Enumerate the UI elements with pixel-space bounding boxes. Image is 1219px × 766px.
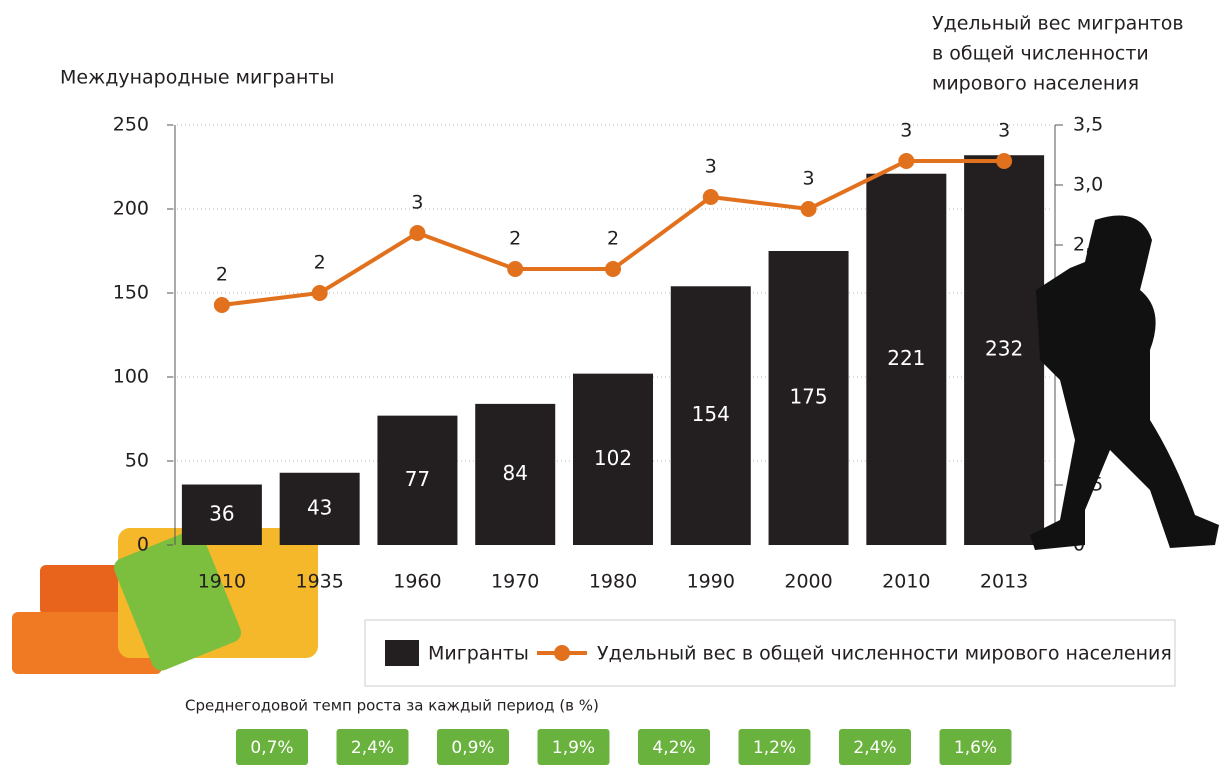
y2-tick-label: 3,5 [1073,114,1103,136]
suitcase [114,529,242,671]
point-label: 3 [705,156,717,178]
x-tick-label: 1980 [589,571,637,593]
line-point [507,261,524,277]
bar-label: 102 [594,446,632,470]
traveller [1030,215,1219,550]
point-label: 2 [607,228,619,250]
bar-label: 84 [502,461,527,485]
y2-axis-label: в общей численности [932,43,1149,65]
line-point [800,201,817,217]
legend-box [364,619,1176,687]
bar [768,251,849,545]
y-tick-label: 50 [125,450,149,472]
growth-box [738,729,811,765]
y2-axis-label: Удельный вес мигрантов [932,13,1184,35]
x-tick-label: 1960 [393,571,441,593]
bar [475,403,556,545]
bar [670,286,751,545]
point-label: 2 [216,264,228,286]
growth-box [939,729,1012,765]
y-tick-label: 0 [137,534,149,556]
bar-label: 43 [307,495,332,519]
line-point [213,297,230,313]
growth-label: 1,9% [552,738,595,758]
growth-box [638,729,710,765]
bar-label: 175 [789,385,827,409]
x-tick-label: 2013 [980,571,1028,593]
growth-box [236,729,308,765]
y-tick-label: 100 [113,366,149,388]
bar-label: 77 [405,467,430,491]
growth-box [839,729,911,765]
x-tick-label: 1935 [295,571,343,593]
growth-box [437,729,509,765]
growth-label: 4,2% [652,738,695,758]
legend-label: Удельный вес в общей численности мировог… [597,643,1172,665]
y-axis-label: Международные мигранты [60,67,334,89]
y-tick-label: 200 [113,198,149,220]
line-point [605,261,621,277]
point-label: 3 [900,120,912,142]
x-tick-label: 1970 [491,571,539,593]
point-label: 3 [803,168,815,190]
bar [866,173,947,545]
y2-tick-label: 3,0 [1073,174,1103,196]
line-point [898,153,915,169]
x-tick-label: 2010 [882,571,930,593]
bar [573,373,653,545]
bar-label: 154 [692,402,730,426]
point-label: 2 [509,228,521,250]
line-point [996,153,1013,169]
legend-label: Мигранты [428,643,529,665]
point-label: 2 [314,252,326,274]
growth-label: 2,4% [853,738,896,758]
legend-swatch [554,645,570,661]
x-tick-label: 1990 [687,571,735,593]
bar [279,472,360,545]
x-tick-label: 1910 [198,571,246,593]
y-tick-label: 250 [113,114,149,136]
growth-label: 0,9% [451,738,494,758]
decoration [12,528,318,674]
point-label: 3 [411,192,423,214]
y2-axis-label: мирового населения [932,73,1139,95]
line-point [409,225,426,241]
bar [377,415,458,545]
bar-label: 221 [887,346,925,370]
bar-label: 232 [985,337,1023,361]
line-point [311,285,328,301]
growth-title: Среднегодовой темп роста за каждый перио… [185,697,599,715]
bar-label: 36 [209,501,234,525]
growth-box [336,729,409,765]
growth-box [537,729,610,765]
point-label: 3 [998,120,1010,142]
y-tick-label: 150 [113,282,149,304]
bar [964,155,1045,546]
legend-swatch [385,640,419,666]
growth-label: 1,6% [954,738,997,758]
growth-label: 2,4% [351,738,394,758]
x-tick-label: 2000 [784,571,832,593]
line-point [702,189,719,205]
growth-label: 1,2% [753,738,796,758]
growth-label: 0,7% [250,738,293,758]
bar [181,484,262,545]
